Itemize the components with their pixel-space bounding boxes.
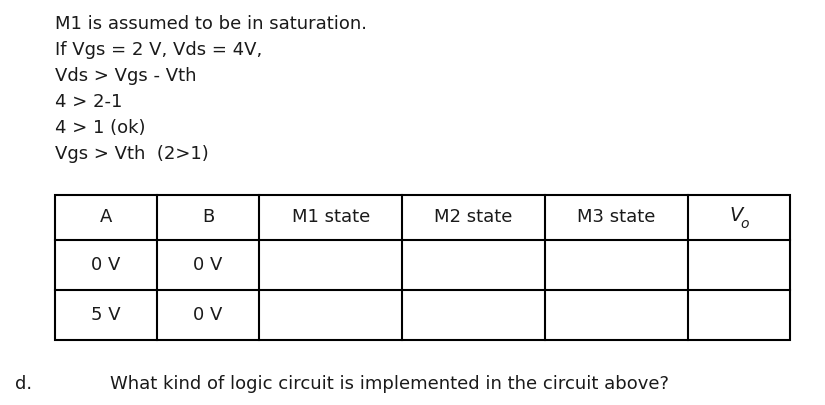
Text: V: V [729, 206, 742, 225]
Text: 0 V: 0 V [92, 256, 120, 274]
Bar [55, 195, 790, 340]
Text: 4 > 2-1: 4 > 2-1 [55, 93, 122, 111]
Text: Vgs > Vth  (2>1): Vgs > Vth (2>1) [55, 145, 209, 163]
Text: o: o [741, 217, 749, 232]
Text: 0 V: 0 V [193, 256, 223, 274]
Text: M2 state: M2 state [434, 209, 512, 226]
Text: M1 state: M1 state [291, 209, 370, 226]
Text: What kind of logic circuit is implemented in the circuit above?: What kind of logic circuit is implemente… [110, 375, 669, 393]
Text: M3 state: M3 state [578, 209, 656, 226]
Text: d.: d. [15, 375, 32, 393]
Text: 5 V: 5 V [92, 306, 120, 324]
Text: If Vgs = 2 V, Vds = 4V,: If Vgs = 2 V, Vds = 4V, [55, 41, 262, 59]
Text: B: B [202, 209, 214, 226]
Text: 4 > 1 (ok): 4 > 1 (ok) [55, 119, 145, 137]
Text: A: A [100, 209, 112, 226]
Text: Vds > Vgs - Vth: Vds > Vgs - Vth [55, 67, 196, 85]
Text: 0 V: 0 V [193, 306, 223, 324]
Text: M1 is assumed to be in saturation.: M1 is assumed to be in saturation. [55, 15, 367, 33]
